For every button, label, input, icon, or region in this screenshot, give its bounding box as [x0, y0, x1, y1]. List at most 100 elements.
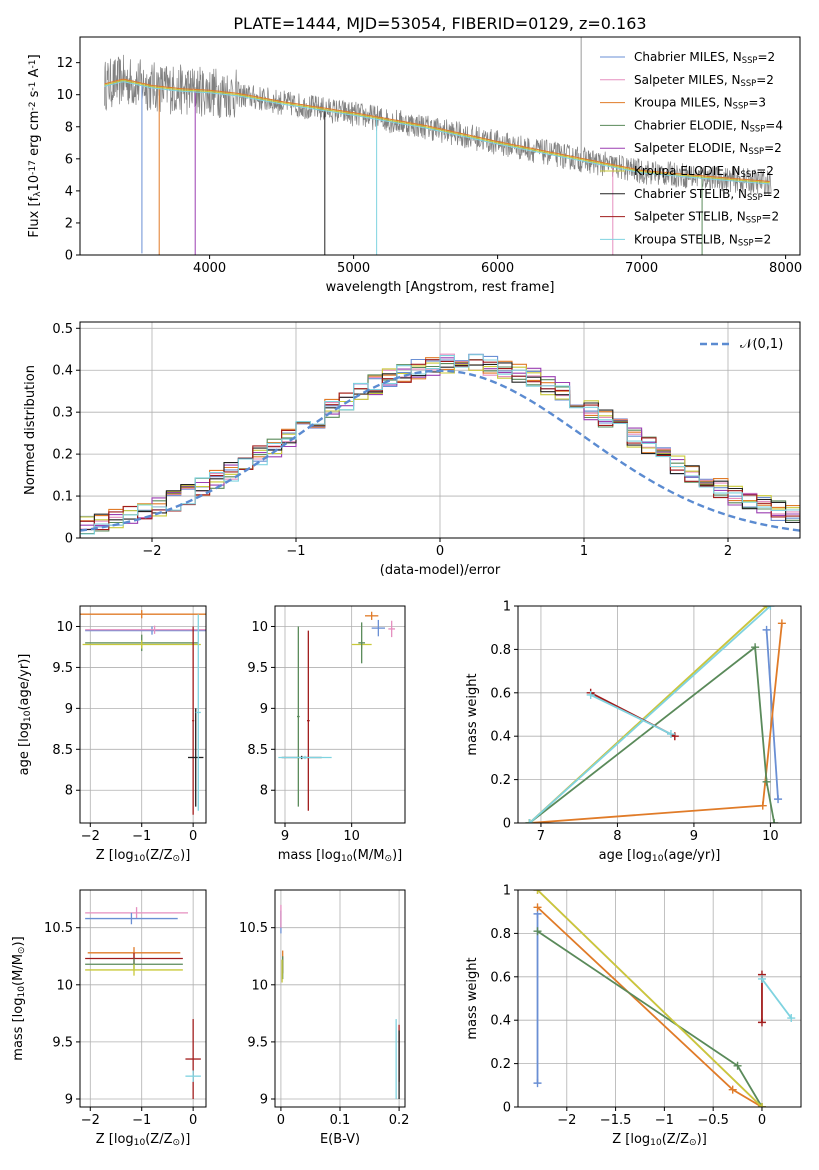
y-tick-label: 9	[65, 1093, 73, 1108]
x-tick-label: −1.5	[600, 1113, 632, 1128]
weight-line	[528, 645, 776, 823]
point-marker	[777, 619, 786, 628]
x-tick-label: −0.5	[697, 1113, 729, 1128]
point-marker	[533, 903, 542, 912]
point-marker	[533, 1079, 542, 1088]
y-tick-label: 10	[251, 620, 268, 635]
plot-area	[533, 890, 796, 1107]
point-marker	[728, 1085, 737, 1094]
x-tick-label: 8	[613, 829, 621, 844]
y-tick-label: 9	[260, 1093, 268, 1108]
legend-label: Chabrier STELIB, NSSP=2	[634, 187, 780, 202]
weight-line	[536, 890, 763, 1107]
x-tick-label: 0.2	[389, 1113, 410, 1128]
point-marker	[787, 1014, 796, 1023]
point-marker	[757, 1103, 766, 1107]
y-tick-label: 12	[56, 56, 73, 71]
plot-area	[80, 353, 800, 538]
y-tick-label: 4	[65, 184, 73, 199]
y-tick-label: 0.4	[490, 730, 511, 745]
y-tick-label: 0.4	[490, 1014, 511, 1029]
point-marker	[757, 1018, 766, 1027]
y-tick-label: 9.5	[52, 661, 73, 676]
x-tick-label: 10	[762, 829, 779, 844]
x-tick-label: −2	[81, 829, 100, 844]
point-marker	[758, 801, 767, 810]
point-marker	[766, 606, 775, 610]
y-tick-label: 9.5	[247, 661, 268, 676]
y-tick-label: 8	[65, 784, 73, 799]
x-axis-label: wavelength [Angstrom, rest frame]	[326, 280, 555, 295]
legend-label: Salpeter ELODIE, NSSP=2	[634, 141, 782, 156]
legend: 𝒩(0,1)	[700, 337, 783, 352]
axes-weight-vs-age: 7 8 9 10 0 0.2 0.4 0.6 0.8 1 age [log10(age/yr)] ma…	[465, 600, 802, 864]
y-tick-label: 0	[65, 249, 73, 264]
y-axis-label: Normed distribution	[23, 365, 38, 495]
y-tick-label: 10	[56, 88, 73, 103]
legend-label: Chabrier ELODIE, NSSP=4	[634, 118, 783, 133]
axes-frame	[79, 36, 801, 256]
x-tick-label: 7000	[625, 261, 658, 276]
gaussian-curve	[80, 369, 800, 532]
point-marker	[525, 819, 534, 823]
legend-label: 𝒩(0,1)	[740, 337, 783, 352]
y-tick-label: 0.3	[52, 406, 73, 421]
axes-frame	[517, 605, 802, 824]
x-tick-label: 0	[436, 544, 444, 559]
point-marker	[666, 730, 675, 739]
y-axis-label: mass weight	[465, 957, 480, 1039]
point-marker	[762, 625, 771, 634]
point-marker	[762, 777, 771, 786]
y-tick-label: 0.1	[52, 490, 73, 505]
weight-line	[590, 694, 672, 735]
y-tick-label: 8	[260, 784, 268, 799]
y-tick-label: 1	[503, 600, 511, 615]
x-axis-label: Z [log10(Z/Z⊙)]	[96, 848, 191, 864]
x-tick-label: 0	[277, 1113, 285, 1128]
x-tick-label: 7	[537, 829, 545, 844]
y-tick-label: 0.8	[490, 643, 511, 658]
x-tick-label: 0	[189, 1113, 197, 1128]
plot-area	[525, 606, 786, 823]
y-tick-label: 8	[65, 120, 73, 135]
y-tick-label: 10	[56, 978, 73, 993]
plot-area	[280, 904, 400, 1100]
legend-label: Kroupa ELODIE, NSSP=2	[634, 164, 774, 179]
y-tick-label: 0.4	[52, 364, 73, 379]
x-axis-label: age [log10(age/yr)]	[599, 848, 721, 864]
y-tick-label: 6	[65, 152, 73, 167]
axes-residuals: −2 −1 0 1 2 0 0.1 0.2 0.3 0.4 0.5 (data-model)/erro…	[23, 321, 801, 578]
x-tick-label: −2	[81, 1113, 100, 1128]
point-marker	[770, 819, 779, 823]
x-tick-label: −2	[142, 544, 161, 559]
axes-frame	[274, 605, 406, 824]
legend: Chabrier MILES, NSSP=2 Salpeter MILES, NS…	[600, 50, 783, 247]
y-tick-label: 8.5	[52, 743, 73, 758]
point-marker	[733, 1061, 742, 1070]
spectrum-data	[104, 54, 772, 196]
axes-age-vs-Z: −2 −1 0 8 8.5 9 9.5 10 Z [log10(Z/Z⊙)] age [log10…	[17, 605, 207, 864]
x-tick-label: −1	[655, 1113, 674, 1128]
x-tick-label: 0	[758, 1113, 766, 1128]
plot-area	[85, 907, 201, 1100]
weight-line	[761, 978, 792, 1019]
x-tick-label: −2	[557, 1113, 576, 1128]
y-tick-label: 10	[56, 620, 73, 635]
model-spectrum	[104, 80, 770, 184]
figure-title: PLATE=1444, MJD=53054, FIBERID=0129, z=0…	[233, 14, 646, 33]
axes-spectrum: 4000 5000 6000 7000 8000 0 2 4 6 8 10 12 wavelength …	[27, 36, 802, 295]
x-tick-label: 4000	[193, 261, 226, 276]
plot-area	[278, 611, 395, 811]
x-axis-label: (data-model)/error	[380, 563, 501, 578]
plot-area	[104, 37, 772, 255]
model-spectrum	[104, 78, 770, 182]
y-tick-label: 0	[503, 817, 511, 832]
x-tick-label: 9	[281, 829, 289, 844]
axes-frame	[79, 889, 207, 1108]
axes-frame	[517, 889, 802, 1108]
y-tick-label: 2	[65, 216, 73, 231]
point-marker	[533, 927, 542, 936]
y-tick-label: 10.5	[44, 921, 73, 936]
axes-mass-vs-Z: −2 −1 0 9 9.5 10 10.5 Z [log10(Z/Z⊙)] mass [log1…	[11, 889, 207, 1148]
